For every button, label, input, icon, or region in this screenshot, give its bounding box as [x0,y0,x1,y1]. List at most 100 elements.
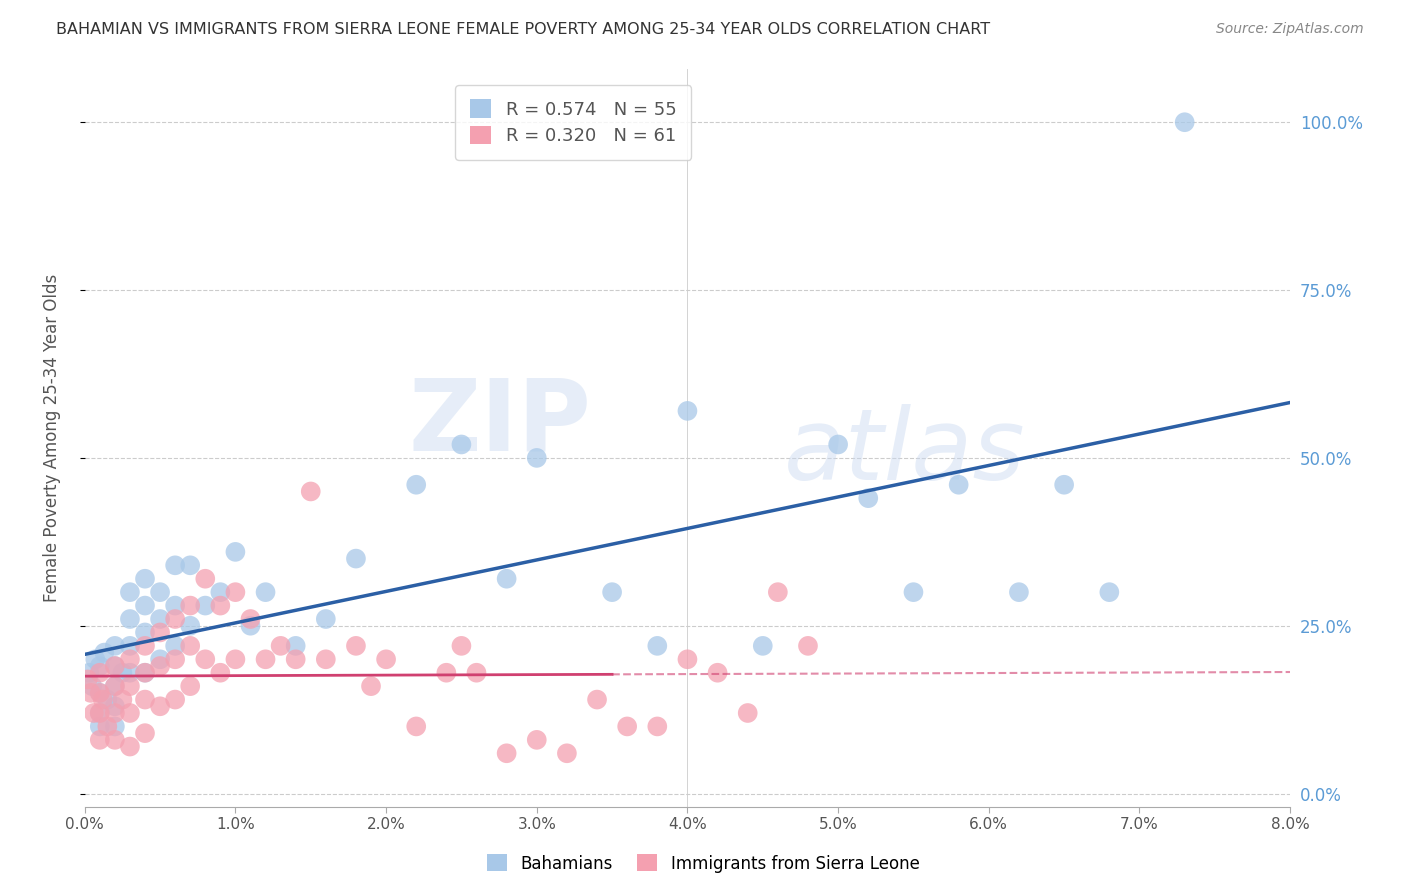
Point [239,618,262,632]
Point [616,719,638,733]
Point [89,686,111,700]
Point [224,652,246,666]
Point [647,719,669,733]
Point [118,585,141,599]
Point [111,665,134,680]
Point [134,692,156,706]
Point [405,719,427,733]
Point [93,646,115,660]
Legend: Bahamians, Immigrants from Sierra Leone: Bahamians, Immigrants from Sierra Leone [479,847,927,880]
Point [676,652,699,666]
Point [752,639,775,653]
Point [179,679,201,693]
Point [104,699,127,714]
Point [165,558,187,573]
Point [858,491,880,505]
Point [555,746,578,760]
Point [104,719,127,733]
Point [209,665,232,680]
Point [706,665,728,680]
Point [344,551,367,566]
Point [600,585,623,599]
Point [344,639,367,653]
Point [194,652,217,666]
Point [134,572,156,586]
Point [76,673,98,687]
Point [194,572,217,586]
Point [179,639,201,653]
Point [134,625,156,640]
Point [948,477,970,491]
Point [165,612,187,626]
Legend: R = 0.574   N = 55, R = 0.320   N = 61: R = 0.574 N = 55, R = 0.320 N = 61 [456,85,692,160]
Point [83,706,105,720]
Point [134,726,156,740]
Point [179,618,201,632]
Point [179,599,201,613]
Point [104,706,127,720]
Text: BAHAMIAN VS IMMIGRANTS FROM SIERRA LEONE FEMALE POVERTY AMONG 25-34 YEAR OLDS CO: BAHAMIAN VS IMMIGRANTS FROM SIERRA LEONE… [56,22,990,37]
Point [96,692,118,706]
Point [224,545,246,559]
Point [797,639,820,653]
Point [89,706,111,720]
Point [118,665,141,680]
Point [91,692,114,706]
Point [118,652,141,666]
Point [676,404,699,418]
Point [495,572,517,586]
Point [118,612,141,626]
Point [766,585,789,599]
Point [104,659,127,673]
Point [165,599,187,613]
Point [77,665,100,680]
Point [224,585,246,599]
Point [111,692,134,706]
Text: atlas: atlas [785,404,1025,501]
Point [239,612,262,626]
Point [82,679,104,693]
Point [89,732,111,747]
Point [165,692,187,706]
Point [284,652,307,666]
Point [89,665,111,680]
Point [149,699,172,714]
Point [284,639,307,653]
Point [134,665,156,680]
Point [1053,477,1076,491]
Point [89,706,111,720]
Point [299,484,322,499]
Point [118,706,141,720]
Point [737,706,759,720]
Point [526,450,548,465]
Point [134,639,156,653]
Point [450,639,472,653]
Point [165,639,187,653]
Point [149,659,172,673]
Point [149,612,172,626]
Point [179,558,201,573]
Point [254,652,277,666]
Text: ZIP: ZIP [408,375,591,472]
Point [96,719,118,733]
Point [254,585,277,599]
Point [465,665,488,680]
Point [134,665,156,680]
Point [89,659,111,673]
Point [903,585,925,599]
Text: Source: ZipAtlas.com: Source: ZipAtlas.com [1216,22,1364,37]
Y-axis label: Female Poverty Among 25-34 Year Olds: Female Poverty Among 25-34 Year Olds [44,274,60,602]
Point [405,477,427,491]
Point [134,599,156,613]
Point [104,679,127,693]
Point [104,732,127,747]
Point [104,659,127,673]
Point [80,686,103,700]
Point [118,679,141,693]
Point [149,652,172,666]
Point [209,585,232,599]
Point [434,665,457,680]
Point [149,585,172,599]
Point [375,652,398,666]
Point [647,639,669,653]
